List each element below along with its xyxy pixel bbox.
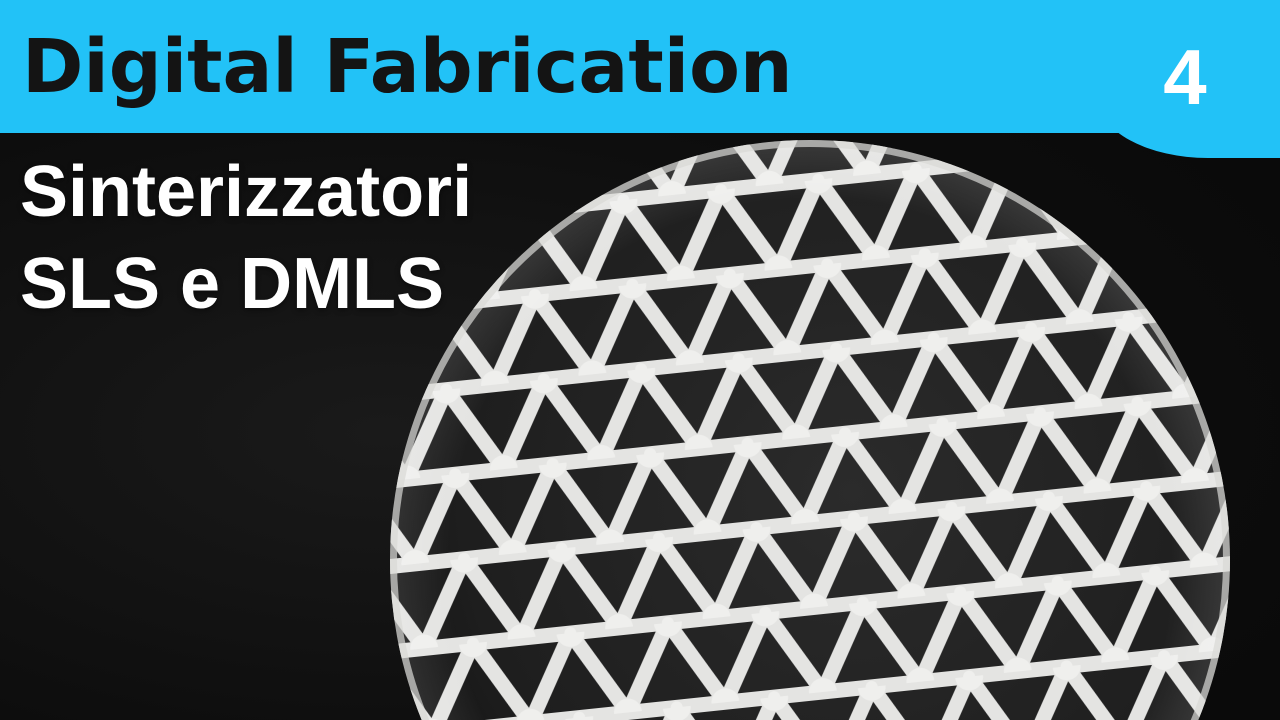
subtitle-line-2: SLS e DMLS bbox=[20, 244, 445, 324]
series-title: Digital Fabrication bbox=[22, 24, 793, 110]
subtitle-line-1: Sinterizzatori bbox=[20, 152, 473, 232]
episode-number: 4 bbox=[1163, 33, 1207, 121]
title-bar bbox=[0, 0, 1280, 133]
